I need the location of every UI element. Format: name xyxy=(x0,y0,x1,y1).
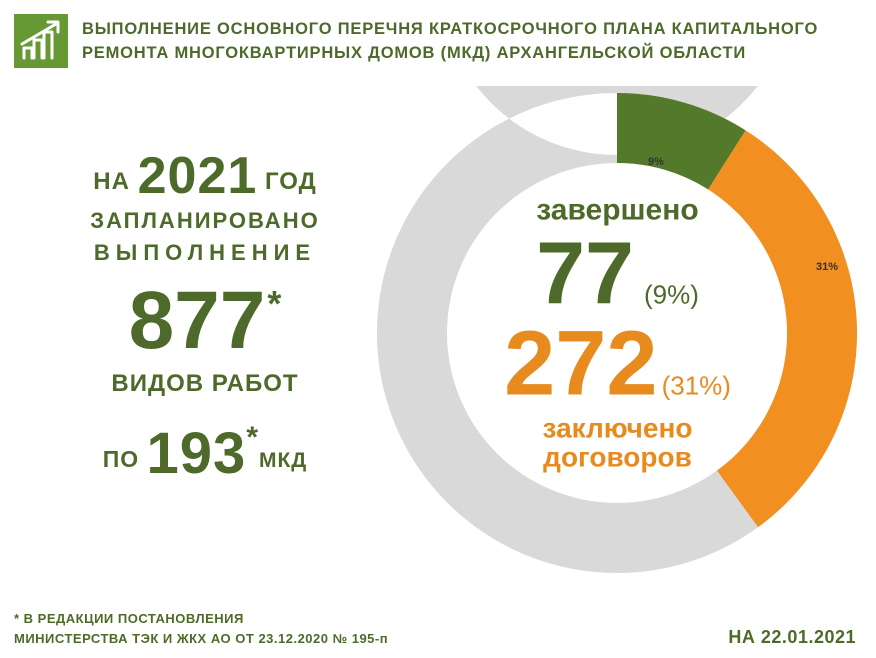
content: НА 2021 ГОД ЗАПЛАНИРОВАНО ВЫПОЛНЕНИЕ 877… xyxy=(0,90,876,598)
plan-year: 2021 xyxy=(138,147,258,205)
works-count-row: 877* xyxy=(40,280,370,362)
footer: * В РЕДАКЦИИ ПОСТАНОВЛЕНИЯ МИНИСТЕРСТВА … xyxy=(14,609,856,648)
asterisk-1: * xyxy=(267,283,281,324)
logo-icon xyxy=(14,14,68,68)
completed-pct: (9%) xyxy=(644,281,699,307)
mkd-label: МКД xyxy=(259,449,307,472)
works-label: ВИДОВ РАБОТ xyxy=(40,370,370,398)
contracts-label-2: договоров xyxy=(543,442,692,473)
title-line-1: ВЫПОЛНЕНИЕ ОСНОВНОГО ПЕРЕЧНЯ КРАТКОСРОЧН… xyxy=(82,20,818,38)
planned-label: ЗАПЛАНИРОВАНО xyxy=(40,208,370,234)
contracts-label-1: заключено xyxy=(543,412,693,443)
by-label: ПО xyxy=(103,446,139,472)
right-panel: завершено 77 (9%) 272 (31%) заключено до… xyxy=(370,90,876,598)
arc-label-9: 9% xyxy=(648,156,664,168)
asterisk-2: * xyxy=(246,421,259,454)
footnote: * В РЕДАКЦИИ ПОСТАНОВЛЕНИЯ МИНИСТЕРСТВА … xyxy=(14,609,388,648)
contracts-row: 272 (31%) xyxy=(504,317,731,409)
on-prefix: НА xyxy=(93,168,130,195)
footnote-line-1: * В РЕДАКЦИИ ПОСТАНОВЛЕНИЯ xyxy=(14,611,244,626)
on-suffix: ГОД xyxy=(265,168,317,195)
header: ВЫПОЛНЕНИЕ ОСНОВНОГО ПЕРЕЧНЯ КРАТКОСРОЧН… xyxy=(0,0,876,78)
contracts-label: заключено договоров xyxy=(504,413,731,472)
donut-chart: завершено 77 (9%) 272 (31%) заключено до… xyxy=(370,86,865,581)
plan-year-line: НА 2021 ГОД xyxy=(40,146,370,206)
completed-number: 77 xyxy=(536,229,634,317)
completed-row: 77 (9%) xyxy=(504,229,731,317)
works-count: 877 xyxy=(129,275,266,366)
contracts-pct: (31%) xyxy=(662,372,731,398)
execution-label: ВЫПОЛНЕНИЕ xyxy=(40,240,370,266)
left-panel: НА 2021 ГОД ЗАПЛАНИРОВАНО ВЫПОЛНЕНИЕ 877… xyxy=(0,90,370,598)
mkd-line: ПО 193*МКД xyxy=(40,420,370,487)
contracts-number: 272 xyxy=(504,317,658,409)
mkd-count: 193 xyxy=(147,421,247,486)
title-line-2: РЕМОНТА МНОГОКВАРТИРНЫХ ДОМОВ (МКД) АРХА… xyxy=(82,44,746,62)
as-of-date: НА 22.01.2021 xyxy=(728,627,856,648)
footnote-line-2: МИНИСТЕРСТВА ТЭК И ЖКХ АО ОТ 23.12.2020 … xyxy=(14,631,388,646)
page-title: ВЫПОЛНЕНИЕ ОСНОВНОГО ПЕРЕЧНЯ КРАТКОСРОЧН… xyxy=(82,14,818,66)
arc-label-31: 31% xyxy=(816,261,838,273)
donut-center: завершено 77 (9%) 272 (31%) заключено до… xyxy=(504,195,731,472)
page: ВЫПОЛНЕНИЕ ОСНОВНОГО ПЕРЕЧНЯ КРАТКОСРОЧН… xyxy=(0,0,876,658)
completed-label: завершено xyxy=(504,195,731,225)
